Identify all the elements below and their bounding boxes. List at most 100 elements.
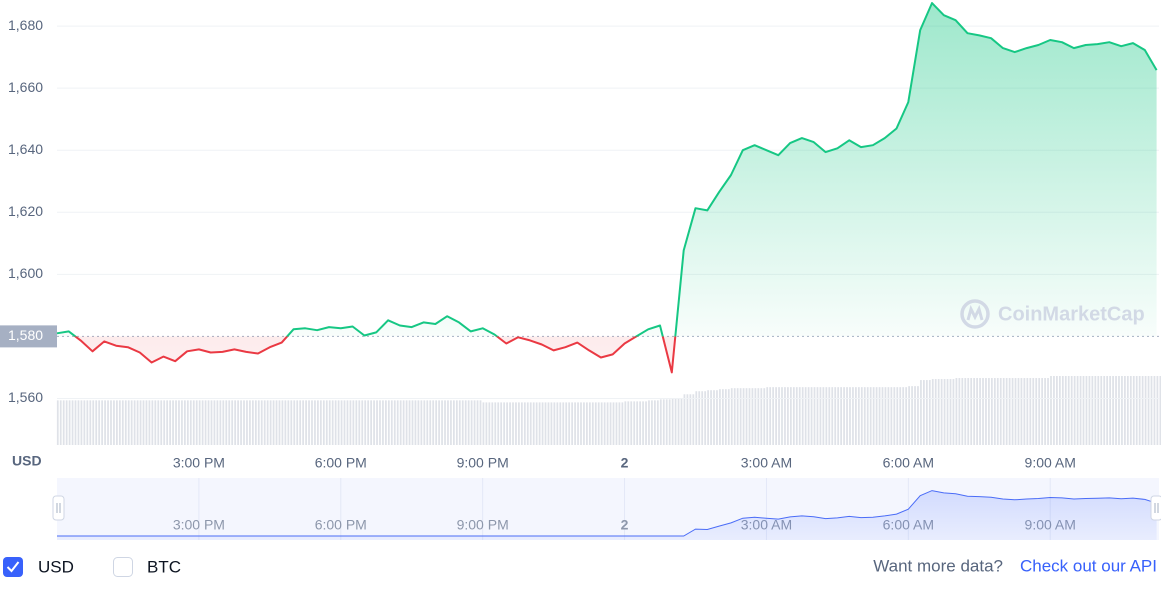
volume-bar [636, 401, 639, 445]
volume-bar [769, 387, 772, 445]
volume-bar [1038, 378, 1041, 445]
legend-label[interactable]: BTC [147, 557, 181, 576]
volume-bar [1153, 376, 1156, 445]
volume-bar [710, 390, 712, 445]
volume-bar [1094, 376, 1097, 445]
volume-bar [1091, 376, 1094, 445]
volume-bar [866, 387, 869, 445]
handle[interactable] [52, 495, 65, 521]
volume-bar [928, 380, 931, 445]
volume-bar [757, 388, 760, 445]
volume-bar [118, 400, 121, 445]
volume-bar [1082, 376, 1085, 445]
volume-bar [713, 390, 715, 445]
checkbox-unchecked[interactable] [113, 557, 133, 577]
footer-prompt: Want more data? [873, 556, 1003, 575]
navigator-line [57, 490, 1157, 537]
volume-bar [207, 400, 210, 445]
volume-bar [340, 400, 343, 445]
volume-bar [266, 400, 269, 445]
volume-bar [408, 400, 411, 445]
volume-bar [358, 400, 361, 445]
volume-bar [308, 400, 310, 445]
volume-bar [228, 400, 231, 445]
volume-bar [1002, 378, 1005, 445]
volume-bar [133, 400, 136, 445]
volume-bar [107, 400, 109, 445]
volume-bar [243, 400, 245, 445]
watermark-logo-mark [966, 304, 984, 321]
volume-bar [1115, 376, 1117, 445]
volume-bar [869, 387, 872, 445]
volume-bar [1023, 378, 1026, 445]
volume-bar [1118, 376, 1120, 445]
volume-bar [284, 400, 287, 445]
navigator-handle-left[interactable] [52, 495, 65, 521]
volume-bar [816, 387, 819, 445]
volume-bar [730, 388, 733, 445]
volume-bar [577, 402, 579, 445]
volume-bar [402, 400, 405, 445]
volume-bar [485, 402, 488, 445]
volume-bar [302, 400, 305, 445]
volume-bar [269, 400, 272, 445]
volume-bar [216, 400, 219, 445]
handle-grip [1154, 503, 1159, 513]
volume-bar [863, 387, 866, 445]
volume-bar [92, 400, 95, 445]
volume-bar [887, 387, 890, 445]
volume-bar [467, 400, 470, 445]
volume-bar [110, 400, 112, 445]
volume-bar [739, 388, 742, 445]
volume-bar [1112, 376, 1114, 445]
volume-bar [993, 378, 996, 445]
volume-bar [642, 401, 644, 445]
volume-bar [331, 400, 334, 445]
volume-bar [787, 387, 789, 445]
volume-bar [95, 400, 98, 445]
volume-bar [148, 400, 151, 445]
volume-bar [849, 387, 851, 445]
volume-bar [222, 400, 225, 445]
legend-label[interactable]: USD [38, 557, 74, 576]
volume-bar [772, 387, 775, 445]
volume-bar [470, 400, 473, 445]
volume-bar [1026, 378, 1029, 445]
volume-bar [662, 399, 665, 445]
volume-bar [405, 400, 408, 445]
baseline-label-box [0, 325, 57, 348]
api-link[interactable]: Check out our API [1020, 556, 1157, 575]
volume-bar [583, 402, 585, 445]
volume-bar [855, 387, 857, 445]
check-icon [6, 561, 20, 573]
legend-btc[interactable]: BTC [113, 557, 182, 577]
volume-bar [201, 400, 204, 445]
volume-bar [1085, 376, 1088, 445]
volume-layer [56, 376, 1161, 445]
volume-bar [503, 402, 506, 445]
legend-usd[interactable]: USD [3, 557, 74, 577]
volume-bar [1106, 376, 1109, 445]
volume-bar [1050, 376, 1052, 445]
volume-bar [390, 400, 393, 445]
volume-bar [56, 400, 59, 445]
volume-bar [857, 387, 860, 445]
volume-bar [745, 388, 748, 445]
volume-bar [881, 387, 884, 445]
x-tick-label: 6:00 PM [315, 455, 367, 471]
navigator-handle-right[interactable] [1150, 495, 1161, 521]
volume-bar [1144, 376, 1147, 445]
volume-bar [618, 402, 621, 445]
volume-bar [781, 387, 783, 445]
volume-bar [648, 400, 650, 445]
handle[interactable] [1150, 495, 1161, 521]
volume-bar [686, 394, 689, 445]
volume-bar [455, 400, 458, 445]
volume-bar [701, 391, 704, 445]
checkbox-checked[interactable] [3, 557, 23, 577]
volume-bar [674, 398, 677, 445]
volume-bar [931, 379, 934, 445]
volume-bar [417, 400, 420, 445]
volume-bar [163, 400, 166, 445]
